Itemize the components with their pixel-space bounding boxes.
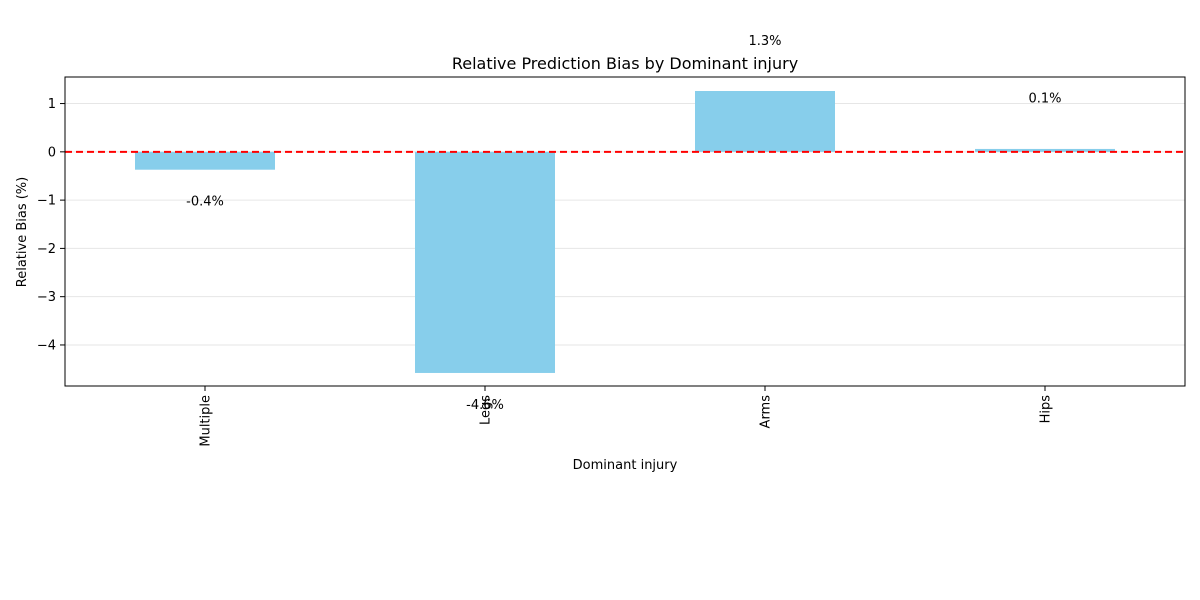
y-tick-label: −1 [37,194,56,209]
x-tick-label-arms: Arms [759,395,774,429]
y-tick-label: 1 [48,97,56,112]
data-label-arms: 1.3% [748,34,781,49]
x-tick-label-multiple: Multiple [199,395,214,447]
data-label-hips: 0.1% [1028,92,1061,107]
bar-hips [975,148,1115,152]
x-tick-label-hips: Hips [1039,395,1054,424]
bar-multiple [135,151,275,170]
x-tick-label-legs: Legs [479,395,494,425]
y-tick-label: −4 [37,338,56,353]
data-labels: -0.4% -4.6% 1.3% 0.1% [186,34,1061,413]
x-axis-label: Dominant injury [573,458,678,473]
data-label-legs: -4.6% [466,398,504,413]
bar-legs [415,151,555,373]
bar-arms [695,91,835,152]
x-axis-ticks: Multiple Legs Arms Hips [199,386,1054,447]
y-tick-label: 0 [48,145,56,160]
y-axis-label: Relative Bias (%) [15,177,30,287]
plot-area-frame [64,76,1186,387]
y-tick-label: −3 [37,290,56,305]
data-label-multiple: -0.4% [186,195,224,210]
y-tick-label: −2 [37,242,56,257]
bars [135,91,1115,373]
y-axis-ticks: 1 0 −1 −2 −3 −4 [37,97,65,353]
chart-title: Relative Prediction Bias by Dominant inj… [452,54,798,73]
